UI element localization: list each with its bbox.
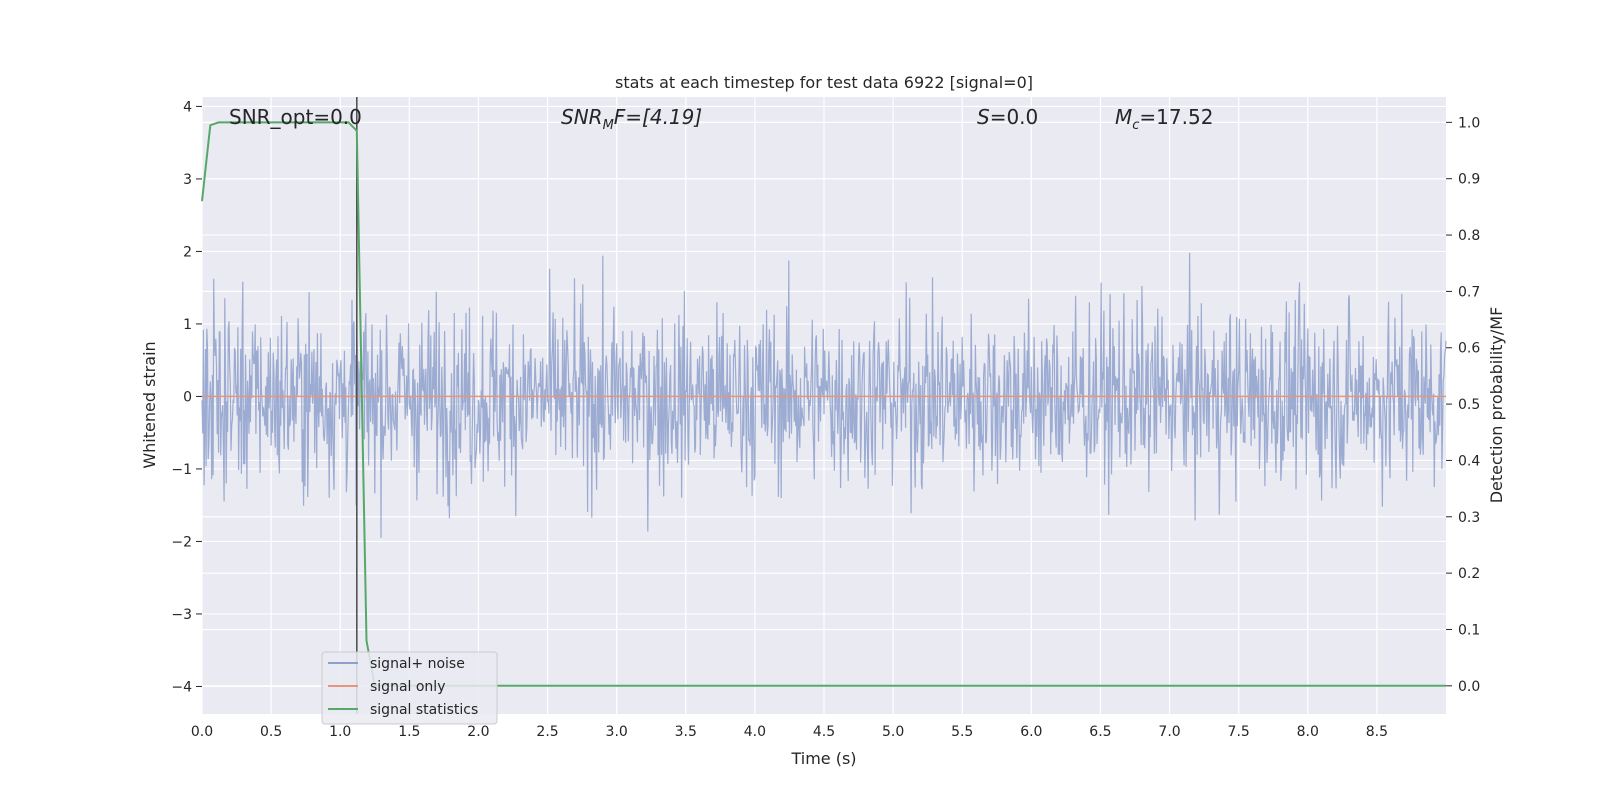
series-signal-plus-noise xyxy=(201,252,1447,538)
y2-tick-label: 0.1 xyxy=(1458,622,1480,638)
annotation-snr-mf: SNRMF=[4.19] xyxy=(561,105,702,133)
legend-label-signal-plus-noise: signal+ noise xyxy=(370,656,465,672)
legend-box xyxy=(321,651,498,725)
x-axis-ticks: 0.0 0.5 1.0 1.5 2.0 2.5 3.0 3.5 4.0 4.5 5.0 5.5 6.0 6… xyxy=(191,724,1388,740)
x-tick-label: 0.5 xyxy=(260,724,282,740)
y-tick-label: 0 xyxy=(183,389,192,405)
x-tick-label: 7.0 xyxy=(1158,724,1180,740)
x-tick-label: 6.5 xyxy=(1089,724,1111,740)
y2-tick-label: 0.3 xyxy=(1458,510,1480,526)
y-tick-label: −4 xyxy=(171,679,192,695)
x-tick-label: 4.0 xyxy=(744,724,766,740)
y2-tick-label: 0.6 xyxy=(1458,341,1480,357)
x-tick-label: 2.0 xyxy=(467,724,489,740)
y-axis-label: Whitened strain xyxy=(140,341,159,468)
y-tick-label: 2 xyxy=(183,244,192,260)
annotation-mc-tail: =17.52 xyxy=(1139,105,1213,129)
y-tick-label: −3 xyxy=(171,607,192,623)
x-axis-label: Time (s) xyxy=(790,749,856,768)
y2-tick-label: 0.9 xyxy=(1458,172,1480,188)
legend: signal+ noise signal only signal statist… xyxy=(321,651,498,725)
x-tick-label: 4.5 xyxy=(813,724,835,740)
y2-tick-label: 0.5 xyxy=(1458,397,1480,413)
x-tick-label: 5.5 xyxy=(951,724,973,740)
annotation-mc-sub: c xyxy=(1132,118,1139,133)
annotation-mc-name: M xyxy=(1115,105,1132,129)
annotation-mc: Mc=17.52 xyxy=(1115,105,1213,133)
annotation-snr-opt: SNR_opt=0.0 xyxy=(229,105,362,129)
y-tick-label: 4 xyxy=(183,99,192,115)
y2-axis-ticks: 1.0 0.9 0.8 0.7 0.6 0.5 0.4 0.3 0.2 0.1 0.0 xyxy=(1446,115,1480,695)
x-tick-label: 5.0 xyxy=(882,724,904,740)
annotation-snr-mf-sub: M xyxy=(603,118,614,133)
y-tick-label: −1 xyxy=(171,462,192,478)
chart-title: stats at each timestep for test data 692… xyxy=(615,73,1033,92)
y-tick-label: −2 xyxy=(171,534,192,550)
signal-plus-noise-trace xyxy=(201,252,1447,538)
y2-tick-label: 1.0 xyxy=(1458,115,1480,131)
x-tick-label: 3.0 xyxy=(606,724,628,740)
x-tick-label: 8.0 xyxy=(1297,724,1319,740)
y2-tick-label: 0.4 xyxy=(1458,453,1480,469)
y2-tick-label: 0.2 xyxy=(1458,566,1480,582)
x-tick-label: 1.0 xyxy=(329,724,351,740)
legend-label-signal-only: signal only xyxy=(370,679,445,695)
annotation-s-tail: =0.0 xyxy=(990,105,1039,129)
y2-tick-label: 0.8 xyxy=(1458,228,1480,244)
x-tick-label: 8.5 xyxy=(1366,724,1388,740)
annotation-snr-mf-tail: F=[4.19] xyxy=(614,105,702,129)
annotation-s-name: S xyxy=(977,105,990,129)
y2-tick-label: 0.0 xyxy=(1458,679,1480,695)
y-tick-label: 3 xyxy=(183,172,192,188)
annotation-snr-mf-name: SNR xyxy=(561,105,603,129)
y2-tick-label: 0.7 xyxy=(1458,284,1480,300)
x-tick-label: 6.0 xyxy=(1020,724,1042,740)
annotation-s: S=0.0 xyxy=(977,105,1038,129)
legend-label-signal-statistics: signal statistics xyxy=(370,702,478,718)
y2-axis-label: Detection probability/MF xyxy=(1487,307,1506,504)
x-tick-label: 7.5 xyxy=(1228,724,1250,740)
x-tick-label: 0.0 xyxy=(191,724,213,740)
y-tick-label: 1 xyxy=(183,317,192,333)
y-axis-ticks: 4 3 2 1 0 −1 −2 −3 −4 xyxy=(171,99,202,695)
x-tick-label: 3.5 xyxy=(675,724,697,740)
x-tick-label: 1.5 xyxy=(398,724,420,740)
x-tick-label: 2.5 xyxy=(536,724,558,740)
